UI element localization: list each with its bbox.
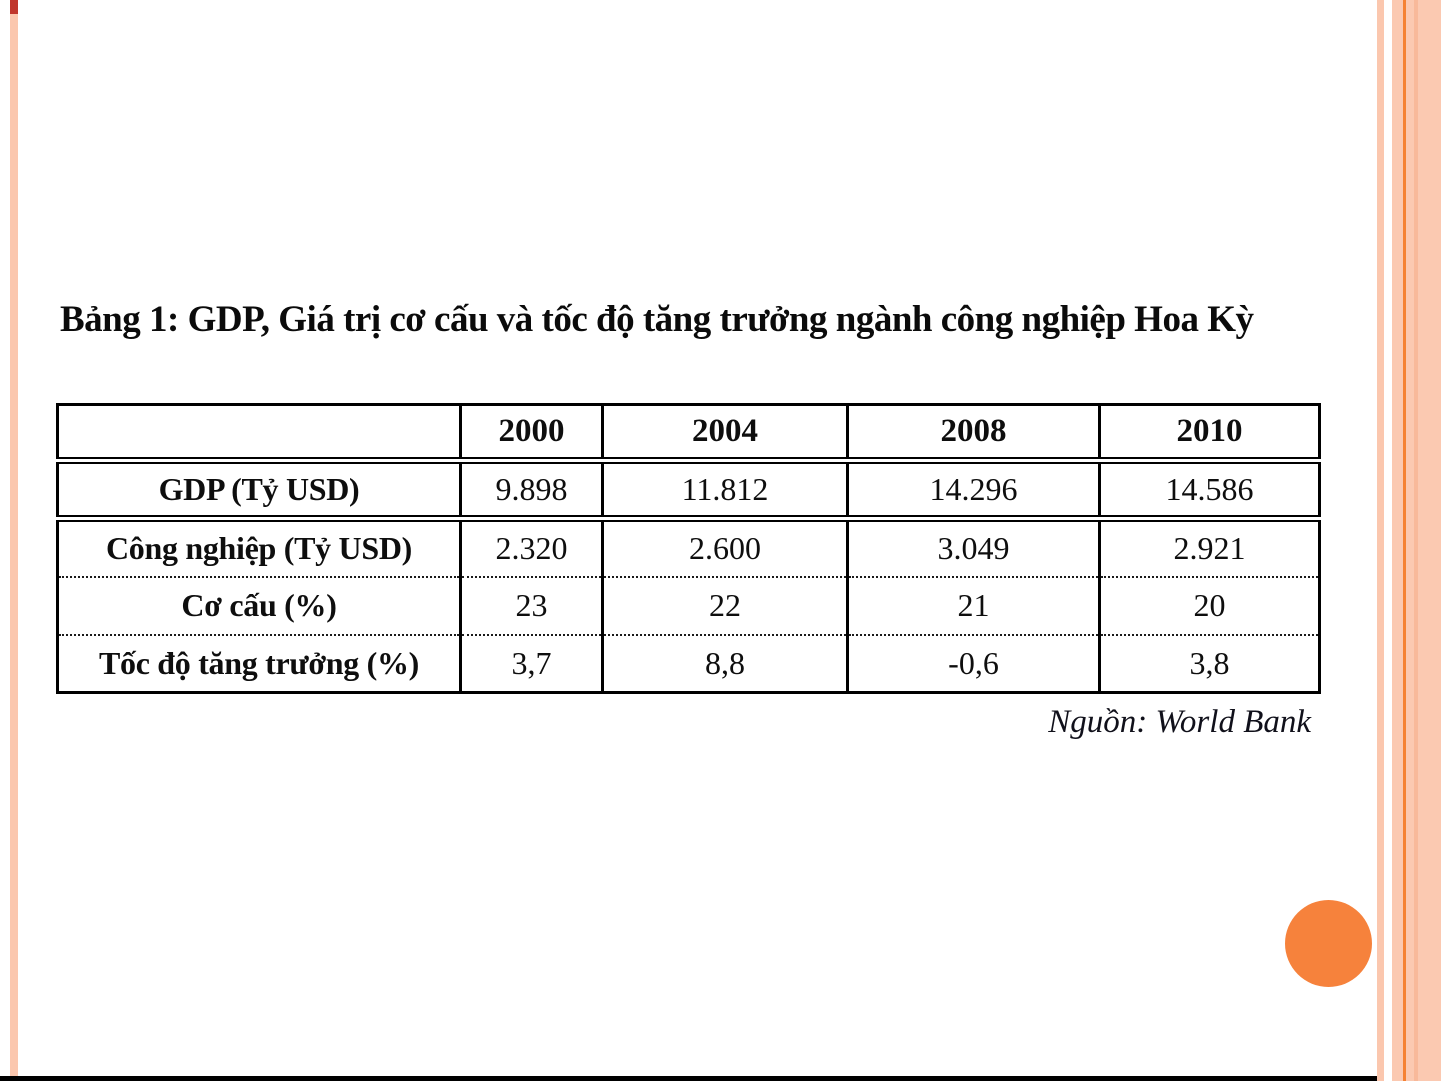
table-header-year-2004: 2004 <box>602 404 849 464</box>
row-label-growth: Tốc độ tăng trưởng (%) <box>57 634 462 693</box>
cell-growth-2008: -0,6 <box>847 634 1101 693</box>
right-panel-orange-line <box>1403 0 1406 1081</box>
cell-structure-2010: 20 <box>1099 576 1320 636</box>
source-caption: Nguồn: World Bank <box>1048 704 1311 740</box>
cell-growth-2010: 3,8 <box>1189 644 1230 681</box>
right-panel-shade-line <box>1414 0 1418 1081</box>
cell-gdp-2010: 14.586 <box>1099 460 1320 522</box>
cell-growth-2004: 8,8 <box>602 634 849 693</box>
cell-structure-2008: 21 <box>847 576 1101 636</box>
cell-industry-2004: 2.600 <box>602 518 849 578</box>
left-stripe-red-cap <box>10 0 18 14</box>
cell-gdp-2000: 9.898 <box>460 460 604 522</box>
cell-gdp-2004: 11.812 <box>602 460 849 522</box>
row-label-structure: Cơ cấu (%) <box>57 576 462 636</box>
table-header-row: 2000 2004 2008 2010 <box>57 404 1320 464</box>
cell-growth-2000: 3,7 <box>460 634 604 693</box>
table-header-empty <box>57 404 462 464</box>
accent-circle-decoration <box>1285 900 1372 987</box>
left-stripe-decoration <box>10 0 18 1076</box>
cell-gdp-2008: 14.296 <box>847 460 1101 522</box>
table-header-year-2008: 2008 <box>847 404 1101 464</box>
slide-title: Bảng 1: GDP, Giá trị cơ cấu và tốc độ tă… <box>60 299 1254 340</box>
row-label-industry: Công nghiệp (Tỷ USD) <box>57 518 462 578</box>
cell-structure-2004: 22 <box>602 576 849 636</box>
cell-industry-2008: 3.049 <box>847 518 1101 578</box>
table-row-growth: Tốc độ tăng trưởng (%) 3,7 8,8 -0,6 3,8 <box>57 634 1320 693</box>
cell-industry-2010: 2.921 <box>1099 518 1320 578</box>
cell-industry-2000: 2.320 <box>460 518 604 578</box>
table-row-gdp: GDP (Tỷ USD) 9.898 11.812 14.296 14.586 <box>57 460 1320 522</box>
table-header-year-2010: 2010 <box>1099 404 1320 464</box>
bottom-rule <box>0 1076 1377 1081</box>
table-row-structure: Cơ cấu (%) 23 22 21 20 <box>57 576 1320 636</box>
table-header-year-2000: 2000 <box>460 404 604 464</box>
gdp-data-table: 2000 2004 2008 2010 GDP (Tỷ USD) 9.898 1… <box>56 403 1321 694</box>
row-label-gdp: GDP (Tỷ USD) <box>57 460 462 522</box>
table-row-industry: Công nghiệp (Tỷ USD) 2.320 2.600 3.049 2… <box>57 518 1320 578</box>
right-thin-stripe-decoration <box>1377 0 1384 1081</box>
cell-structure-2000: 23 <box>460 576 604 636</box>
